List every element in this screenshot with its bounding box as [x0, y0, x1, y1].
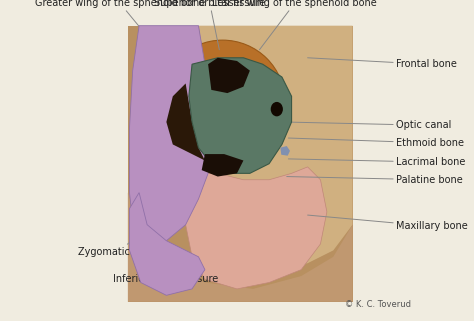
Polygon shape [128, 193, 353, 302]
Text: Lacrimal bone: Lacrimal bone [288, 157, 465, 167]
Polygon shape [208, 58, 250, 93]
Text: Inferior orbital fissure: Inferior orbital fissure [113, 258, 219, 284]
Polygon shape [166, 83, 205, 160]
Polygon shape [189, 58, 292, 173]
Text: Lesser wing of the sphenoid bone: Lesser wing of the sphenoid bone [212, 0, 377, 50]
Polygon shape [186, 167, 327, 289]
Text: Frontal bone: Frontal bone [308, 58, 457, 69]
Ellipse shape [271, 102, 283, 116]
Text: Ethmoid bone: Ethmoid bone [288, 138, 464, 148]
Text: Superior orbital fissure: Superior orbital fissure [154, 0, 265, 50]
Text: Palatine bone: Palatine bone [287, 175, 463, 185]
Text: Greater wing of the sphenoid bone: Greater wing of the sphenoid bone [35, 0, 205, 50]
Text: © K. C. Toverud: © K. C. Toverud [345, 300, 410, 309]
Polygon shape [199, 26, 353, 270]
Circle shape [160, 40, 285, 165]
Polygon shape [202, 154, 244, 177]
Polygon shape [129, 26, 218, 250]
Polygon shape [280, 146, 290, 156]
Polygon shape [128, 26, 353, 302]
Text: Optic canal: Optic canal [283, 120, 451, 130]
Text: Zygomatic bone: Zygomatic bone [78, 230, 157, 257]
Text: Maxillary bone: Maxillary bone [308, 215, 468, 231]
Polygon shape [129, 193, 205, 295]
